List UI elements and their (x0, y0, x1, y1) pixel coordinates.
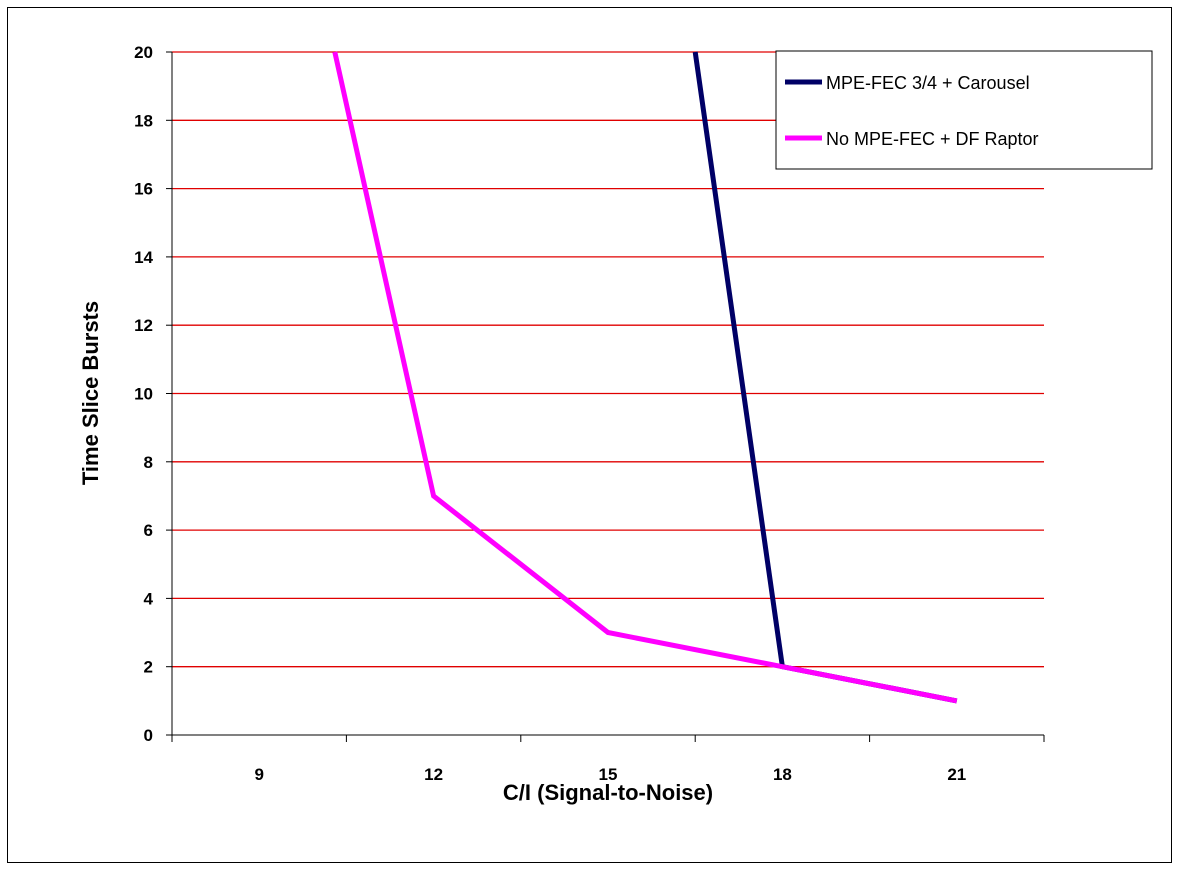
x-tick-label: 18 (773, 765, 792, 784)
x-tick-label: 21 (947, 765, 966, 784)
y-tick-label: 10 (134, 385, 153, 404)
x-tick-label: 15 (599, 765, 618, 784)
gridlines (172, 51, 1044, 668)
legend-label-1: MPE-FEC 3/4 + Carousel (826, 73, 1030, 93)
series-line-2 (332, 51, 958, 704)
x-axis-title: C/I (Signal-to-Noise) (503, 780, 713, 805)
y-tick-label: 12 (134, 316, 153, 335)
y-axis-title: Time Slice Bursts (78, 301, 103, 485)
x-tick-label: 9 (254, 765, 263, 784)
y-tick-label: 18 (134, 111, 153, 130)
y-tick-label: 6 (144, 521, 153, 540)
axes: 0 2 4 6 8 10 12 14 16 18 20 9 12 15 18 21 (134, 43, 1045, 784)
x-tick-label: 12 (424, 765, 443, 784)
legend-label-2: No MPE-FEC + DF Raptor (826, 129, 1039, 149)
y-tick-label: 0 (144, 726, 153, 745)
y-tick-label: 14 (134, 248, 153, 267)
legend-box (775, 50, 1153, 170)
y-tick-label: 8 (144, 453, 153, 472)
series-lines (332, 51, 958, 704)
y-tick-label: 20 (134, 43, 153, 62)
y-tick-label: 4 (144, 589, 154, 608)
y-tick-label: 16 (134, 180, 153, 199)
y-tick-label: 2 (144, 658, 153, 677)
legend: MPE-FEC 3/4 + Carousel No MPE-FEC + DF Ra… (775, 50, 1153, 170)
